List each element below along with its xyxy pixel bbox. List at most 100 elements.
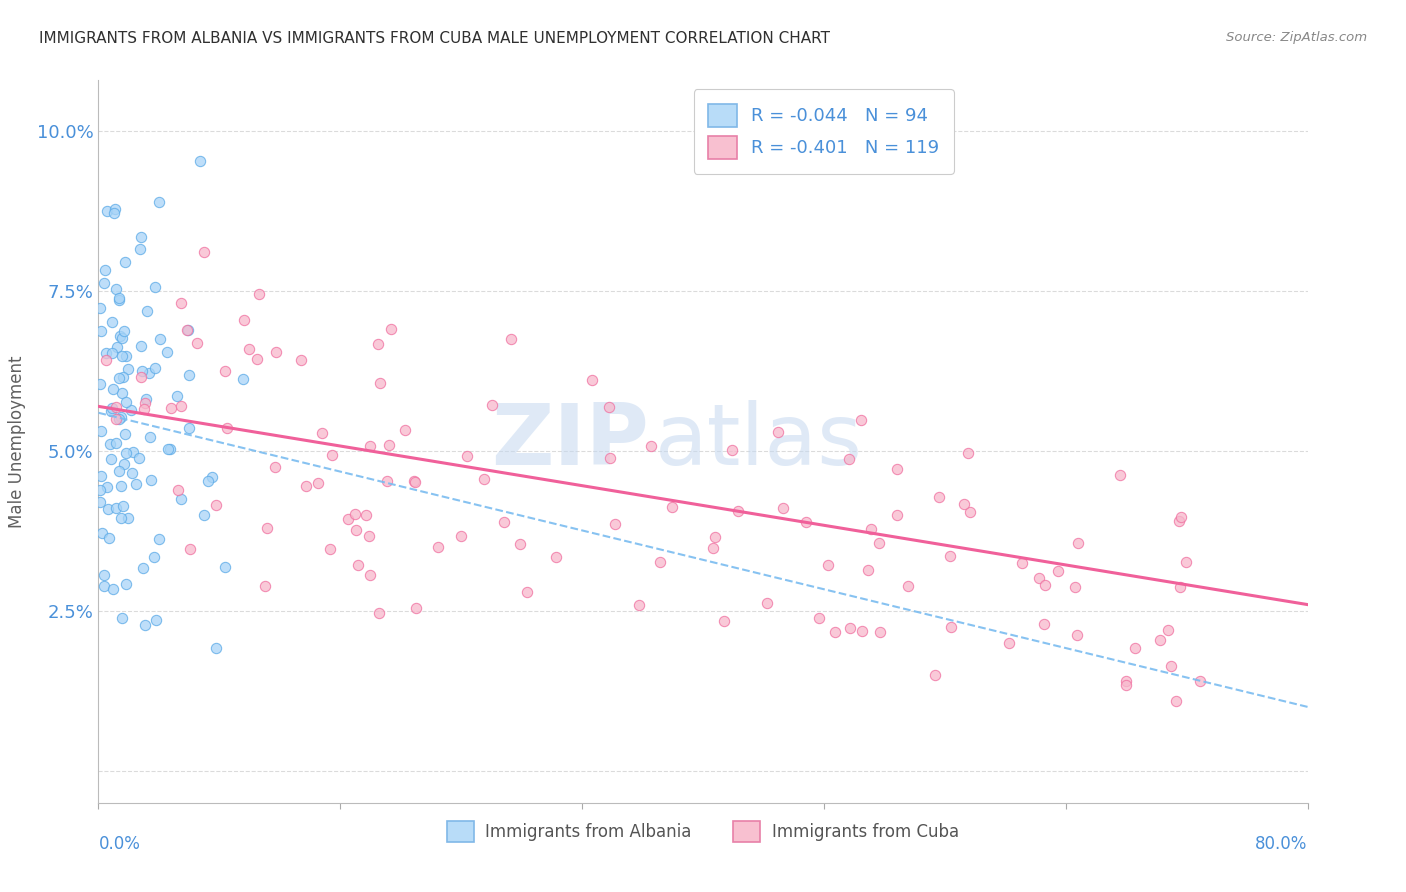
Point — [108, 293, 131, 307]
Point — [111, 349, 134, 363]
Point — [177, 368, 200, 382]
Point — [90, 424, 112, 438]
Point — [179, 542, 201, 557]
Point — [426, 541, 449, 555]
Point — [581, 373, 603, 387]
Point — [94, 346, 117, 360]
Point — [359, 567, 381, 582]
Point — [233, 313, 256, 327]
Point — [125, 477, 148, 491]
Point — [824, 625, 846, 640]
Point — [176, 322, 198, 336]
Point — [89, 495, 111, 509]
Point — [367, 607, 389, 621]
Point — [117, 511, 139, 525]
Point — [256, 521, 278, 535]
Point — [472, 471, 495, 485]
Point — [138, 430, 160, 444]
Point — [394, 423, 416, 437]
Point — [111, 331, 134, 345]
Point — [307, 476, 329, 491]
Point — [114, 427, 136, 442]
Point — [727, 503, 749, 517]
Point — [143, 280, 166, 294]
Point — [359, 439, 381, 453]
Point — [148, 532, 170, 546]
Point — [1109, 467, 1132, 482]
Point — [156, 344, 179, 359]
Point — [603, 517, 626, 532]
Point — [111, 369, 134, 384]
Point — [450, 529, 472, 543]
Point — [402, 475, 425, 489]
Point — [131, 364, 153, 378]
Point — [516, 585, 538, 599]
Text: 0.0%: 0.0% — [98, 835, 141, 854]
Point — [117, 361, 139, 376]
Point — [217, 421, 239, 435]
Point — [205, 640, 228, 655]
Point — [98, 437, 121, 451]
Point — [129, 339, 152, 353]
Point — [160, 401, 183, 415]
Point — [110, 410, 132, 425]
Point — [295, 478, 318, 492]
Point — [886, 508, 908, 523]
Point — [1047, 565, 1070, 579]
Point — [1033, 616, 1056, 631]
Point — [650, 555, 672, 569]
Point — [90, 469, 112, 483]
Point — [132, 560, 155, 574]
Point — [869, 624, 891, 639]
Point — [107, 291, 129, 305]
Point — [110, 478, 132, 492]
Point — [354, 508, 377, 523]
Point — [1064, 580, 1087, 594]
Point — [405, 600, 427, 615]
Point — [598, 400, 620, 414]
Point — [104, 202, 127, 216]
Point — [897, 579, 920, 593]
Text: Source: ZipAtlas.com: Source: ZipAtlas.com — [1226, 31, 1367, 45]
Point — [142, 550, 165, 565]
Point — [214, 364, 236, 378]
Point — [807, 611, 830, 625]
Point — [101, 345, 124, 359]
Point — [1115, 678, 1137, 692]
Point — [1028, 571, 1050, 585]
Point — [311, 425, 333, 440]
Point — [214, 560, 236, 574]
Point — [232, 371, 254, 385]
Point — [290, 352, 312, 367]
Point — [193, 244, 215, 259]
Point — [704, 530, 727, 544]
Point — [1115, 673, 1137, 688]
Point — [404, 475, 426, 490]
Point — [139, 473, 162, 487]
Point — [89, 377, 111, 392]
Point — [115, 446, 138, 460]
Point — [170, 400, 193, 414]
Point — [321, 448, 343, 462]
Point — [93, 276, 115, 290]
Point — [204, 498, 226, 512]
Point — [122, 445, 145, 459]
Point — [110, 511, 132, 525]
Point — [111, 610, 134, 624]
Point — [170, 491, 193, 506]
Point — [344, 523, 367, 537]
Text: atlas: atlas — [655, 400, 863, 483]
Point — [1149, 633, 1171, 648]
Point — [136, 304, 159, 318]
Point — [103, 206, 125, 220]
Point — [108, 371, 131, 385]
Point — [121, 467, 143, 481]
Point — [956, 446, 979, 460]
Point — [104, 500, 127, 515]
Point — [120, 402, 142, 417]
Point — [134, 618, 156, 632]
Text: IMMIGRANTS FROM ALBANIA VS IMMIGRANTS FROM CUBA MALE UNEMPLOYMENT CORRELATION CH: IMMIGRANTS FROM ALBANIA VS IMMIGRANTS FR… — [39, 31, 831, 46]
Point — [149, 332, 172, 346]
Point — [91, 525, 114, 540]
Point — [90, 324, 112, 338]
